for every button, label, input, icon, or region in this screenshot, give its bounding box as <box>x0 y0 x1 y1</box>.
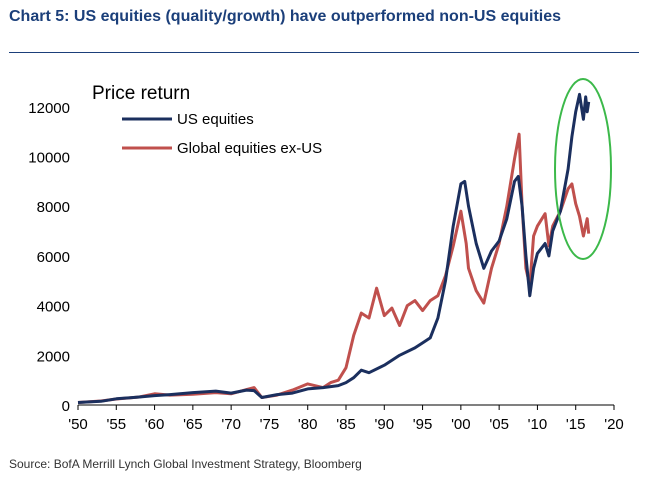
highlight-ellipse <box>554 78 612 260</box>
y-tick-label: 2000 <box>37 348 70 365</box>
y-tick-label: 4000 <box>37 299 70 316</box>
x-tick-label: '05 <box>489 416 509 433</box>
y-tick-label: 10000 <box>28 150 70 167</box>
series-us-equities <box>77 92 591 404</box>
x-tick-label: '55 <box>107 416 127 433</box>
y-tick-label: 8000 <box>37 199 70 216</box>
legend-label: Global equities ex-US <box>177 140 322 157</box>
x-tick-label: '70 <box>221 416 241 433</box>
x-tick-label: '90 <box>375 416 395 433</box>
x-tick-label: '50 <box>68 416 88 433</box>
x-tick-label: '10 <box>528 416 548 433</box>
x-tick-label: '20 <box>604 416 624 433</box>
y-tick-label: 12000 <box>28 100 70 117</box>
x-tick-label: '15 <box>566 416 586 433</box>
y-tick-label: 0 <box>62 398 70 415</box>
x-tick-label: '00 <box>451 416 471 433</box>
y-tick-label: 6000 <box>37 249 70 266</box>
x-tick-label: '80 <box>298 416 318 433</box>
chart-title: Chart 5: US equities (quality/growth) ha… <box>9 8 562 25</box>
x-tick-label: '65 <box>183 416 203 433</box>
series-global-equities-ex-us <box>77 132 591 404</box>
title-divider <box>9 52 639 53</box>
source-note: Source: BofA Merrill Lynch Global Invest… <box>9 457 362 471</box>
x-tick-label: '75 <box>260 416 280 433</box>
inner-chart-title: Price return <box>92 83 190 104</box>
x-tick-label: '95 <box>413 416 433 433</box>
x-tick-label: '60 <box>145 416 165 433</box>
x-tick-label: '85 <box>336 416 356 433</box>
legend-label: US equities <box>177 111 254 128</box>
